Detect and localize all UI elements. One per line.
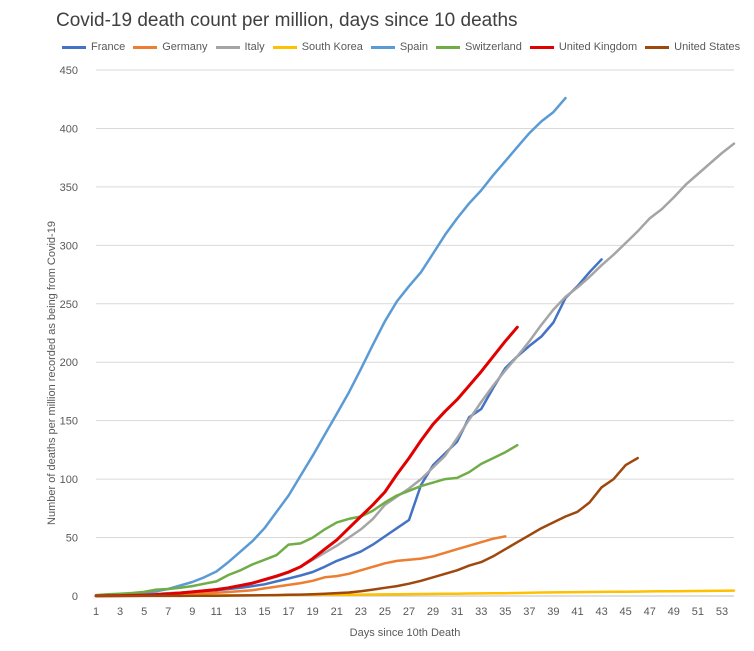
x-tick-label: 21 bbox=[331, 606, 343, 618]
x-axis-title: Days since 10th Death bbox=[350, 627, 461, 639]
x-tick-label: 31 bbox=[451, 606, 463, 618]
legend-swatch bbox=[62, 45, 86, 49]
x-tick-label: 9 bbox=[189, 606, 195, 618]
series-line-switzerland bbox=[94, 443, 519, 597]
legend-label: France bbox=[91, 41, 126, 53]
legend-item-spain: Spain bbox=[370, 41, 428, 53]
y-tick-label: 450 bbox=[60, 65, 78, 77]
y-tick-label: 250 bbox=[60, 299, 78, 311]
x-tick-label: 13 bbox=[234, 606, 246, 618]
x-tick-label: 47 bbox=[644, 606, 656, 618]
legend-item-italy: Italy bbox=[215, 41, 265, 53]
y-tick-label: 100 bbox=[60, 474, 78, 486]
legend-swatch bbox=[133, 45, 158, 49]
legend-label: United Kingdom bbox=[558, 41, 638, 53]
x-tick-label: 1 bbox=[93, 606, 99, 618]
x-tick-label: 49 bbox=[668, 606, 680, 618]
series-line-united-kingdom bbox=[94, 325, 519, 598]
y-tick-label: 0 bbox=[72, 591, 78, 603]
x-tick-label: 43 bbox=[595, 606, 607, 618]
x-tick-label: 27 bbox=[403, 606, 415, 618]
legend-swatch bbox=[435, 45, 460, 49]
series-line-france bbox=[94, 258, 603, 598]
x-tick-label: 35 bbox=[499, 606, 511, 618]
legend-item-switzerland: Switzerland bbox=[435, 41, 522, 53]
series-line-united-states bbox=[94, 456, 639, 598]
x-tick-label: 29 bbox=[427, 606, 439, 618]
series-line-spain bbox=[94, 96, 567, 597]
y-tick-label: 350 bbox=[60, 182, 78, 194]
x-tick-label: 39 bbox=[547, 606, 559, 618]
x-tick-label: 23 bbox=[355, 606, 367, 618]
legend-swatch bbox=[272, 45, 297, 49]
x-tick-label: 11 bbox=[211, 606, 222, 618]
chart-legend: France Germany Italy South Korea Spain Switze… bbox=[62, 41, 748, 53]
x-tick-label: 53 bbox=[716, 606, 728, 618]
x-tick-label: 7 bbox=[165, 606, 171, 618]
y-axis-title: Number of deaths per million recorded as… bbox=[46, 221, 58, 525]
y-tick-label: 300 bbox=[60, 240, 78, 252]
x-tick-label: 5 bbox=[141, 606, 147, 618]
legend-label: South Korea bbox=[301, 41, 363, 53]
legend-label: Spain bbox=[399, 41, 428, 53]
x-tick-label: 25 bbox=[379, 606, 391, 618]
legend-item-south-korea: South Korea bbox=[272, 41, 363, 53]
x-tick-label: 41 bbox=[571, 606, 583, 618]
legend-label: Italy bbox=[244, 41, 265, 53]
legend-swatch bbox=[529, 45, 554, 49]
legend-item-germany: Germany bbox=[133, 41, 208, 53]
legend-label: United States bbox=[674, 41, 741, 53]
legend-item-united-kingdom: United Kingdom bbox=[529, 41, 638, 53]
legend-swatch bbox=[370, 45, 395, 49]
chart-title: Covid-19 death count per million, days s… bbox=[56, 10, 518, 31]
legend-label: Germany bbox=[162, 41, 208, 53]
x-tick-label: 37 bbox=[523, 606, 535, 618]
y-tick-label: 150 bbox=[60, 416, 78, 428]
legend-item-united-states: United States bbox=[645, 41, 740, 53]
legend-swatch bbox=[215, 45, 240, 49]
x-tick-label: 3 bbox=[117, 606, 123, 618]
x-tick-label: 15 bbox=[258, 606, 270, 618]
x-tick-label: 17 bbox=[282, 606, 294, 618]
x-tick-label: 45 bbox=[620, 606, 632, 618]
legend-item-france: France bbox=[62, 41, 125, 53]
x-tick-label: 19 bbox=[307, 606, 319, 618]
x-tick-label: 51 bbox=[692, 606, 704, 618]
legend-swatch bbox=[645, 45, 670, 49]
legend-label: Switzerland bbox=[464, 41, 522, 53]
x-tick-label: 33 bbox=[475, 606, 487, 618]
y-tick-label: 200 bbox=[60, 357, 78, 369]
y-tick-label: 400 bbox=[60, 123, 78, 135]
series-line-italy bbox=[94, 142, 736, 598]
y-tick-label: 50 bbox=[66, 533, 78, 545]
